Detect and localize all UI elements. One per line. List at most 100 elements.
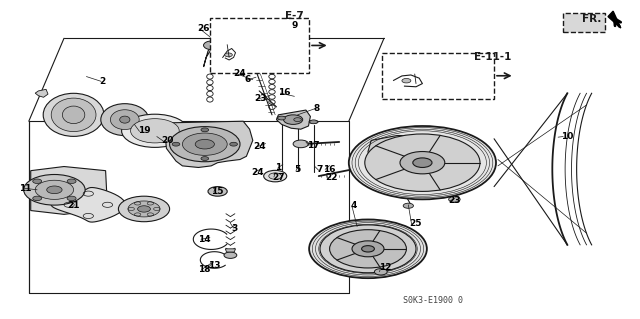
Ellipse shape <box>120 116 130 123</box>
Circle shape <box>47 186 62 194</box>
Text: 11: 11 <box>19 184 32 193</box>
Circle shape <box>278 116 285 120</box>
Polygon shape <box>31 167 108 214</box>
Text: 13: 13 <box>208 261 221 270</box>
Circle shape <box>67 179 76 183</box>
Text: 12: 12 <box>379 263 392 272</box>
Polygon shape <box>266 32 283 67</box>
Circle shape <box>365 134 480 191</box>
Text: 10: 10 <box>561 132 573 141</box>
Circle shape <box>204 41 221 50</box>
Circle shape <box>33 179 42 183</box>
Circle shape <box>182 133 227 155</box>
Ellipse shape <box>293 118 302 121</box>
Circle shape <box>230 142 237 146</box>
Text: 19: 19 <box>138 126 150 135</box>
Circle shape <box>400 152 445 174</box>
Circle shape <box>122 114 188 147</box>
Text: 23: 23 <box>448 197 461 205</box>
Circle shape <box>352 241 384 257</box>
Polygon shape <box>35 89 48 97</box>
Circle shape <box>265 40 283 49</box>
Text: 7: 7 <box>317 165 323 174</box>
Ellipse shape <box>51 98 96 132</box>
Circle shape <box>402 78 411 83</box>
Text: 18: 18 <box>198 265 211 274</box>
Text: S0K3-E1900 0: S0K3-E1900 0 <box>403 296 463 305</box>
Text: 2: 2 <box>99 77 106 86</box>
Text: 24: 24 <box>253 142 266 151</box>
Ellipse shape <box>277 116 286 120</box>
Polygon shape <box>204 33 221 67</box>
Circle shape <box>403 203 413 208</box>
Text: 3: 3 <box>232 224 238 233</box>
Text: 21: 21 <box>67 201 80 210</box>
Polygon shape <box>51 188 125 222</box>
Ellipse shape <box>309 120 318 123</box>
Circle shape <box>131 119 179 143</box>
Circle shape <box>224 252 237 258</box>
Circle shape <box>349 126 496 199</box>
Circle shape <box>430 162 440 167</box>
Circle shape <box>225 53 232 57</box>
Ellipse shape <box>63 106 85 124</box>
Ellipse shape <box>111 110 140 130</box>
Text: 22: 22 <box>325 173 338 182</box>
Circle shape <box>284 115 303 124</box>
Circle shape <box>264 170 287 182</box>
Circle shape <box>413 158 432 167</box>
Text: 14: 14 <box>198 235 211 244</box>
Circle shape <box>172 142 180 146</box>
Text: E-7: E-7 <box>285 11 303 21</box>
Circle shape <box>374 269 387 275</box>
Circle shape <box>24 174 85 205</box>
Circle shape <box>310 120 317 124</box>
Circle shape <box>293 140 308 148</box>
Bar <box>210 18 309 73</box>
Circle shape <box>294 118 301 122</box>
Text: 1: 1 <box>275 163 282 172</box>
Circle shape <box>320 225 416 273</box>
Circle shape <box>170 127 240 162</box>
Text: 20: 20 <box>161 136 173 145</box>
Polygon shape <box>368 137 421 193</box>
Text: 16: 16 <box>278 88 291 97</box>
Text: FR.: FR. <box>582 14 602 24</box>
Text: 16: 16 <box>323 165 336 174</box>
Circle shape <box>67 196 76 201</box>
Polygon shape <box>608 11 621 28</box>
Bar <box>563 13 605 32</box>
Circle shape <box>138 206 150 212</box>
Text: 17: 17 <box>307 141 320 150</box>
Text: 5: 5 <box>294 165 301 174</box>
Circle shape <box>35 180 74 199</box>
Circle shape <box>118 196 170 222</box>
Text: 25: 25 <box>410 219 422 228</box>
Polygon shape <box>165 121 253 167</box>
Text: 9: 9 <box>291 21 298 30</box>
Bar <box>382 53 494 99</box>
Text: 23: 23 <box>254 94 267 103</box>
Circle shape <box>208 187 227 196</box>
Ellipse shape <box>101 104 149 136</box>
Polygon shape <box>276 110 310 129</box>
Text: E-11-1: E-11-1 <box>474 52 511 63</box>
Ellipse shape <box>44 93 104 137</box>
Circle shape <box>269 173 282 179</box>
Circle shape <box>330 230 406 268</box>
Polygon shape <box>225 249 236 252</box>
Circle shape <box>33 196 42 201</box>
Circle shape <box>449 197 460 202</box>
Text: 27: 27 <box>272 173 285 182</box>
Circle shape <box>195 139 214 149</box>
Text: 24: 24 <box>234 69 246 78</box>
Text: 15: 15 <box>211 187 224 196</box>
Text: 24: 24 <box>252 168 264 177</box>
Text: 4: 4 <box>350 201 356 210</box>
Circle shape <box>128 201 160 217</box>
Circle shape <box>201 128 209 132</box>
Text: 8: 8 <box>314 104 320 113</box>
Circle shape <box>362 246 374 252</box>
Text: 26: 26 <box>197 24 210 33</box>
Polygon shape <box>368 136 428 169</box>
